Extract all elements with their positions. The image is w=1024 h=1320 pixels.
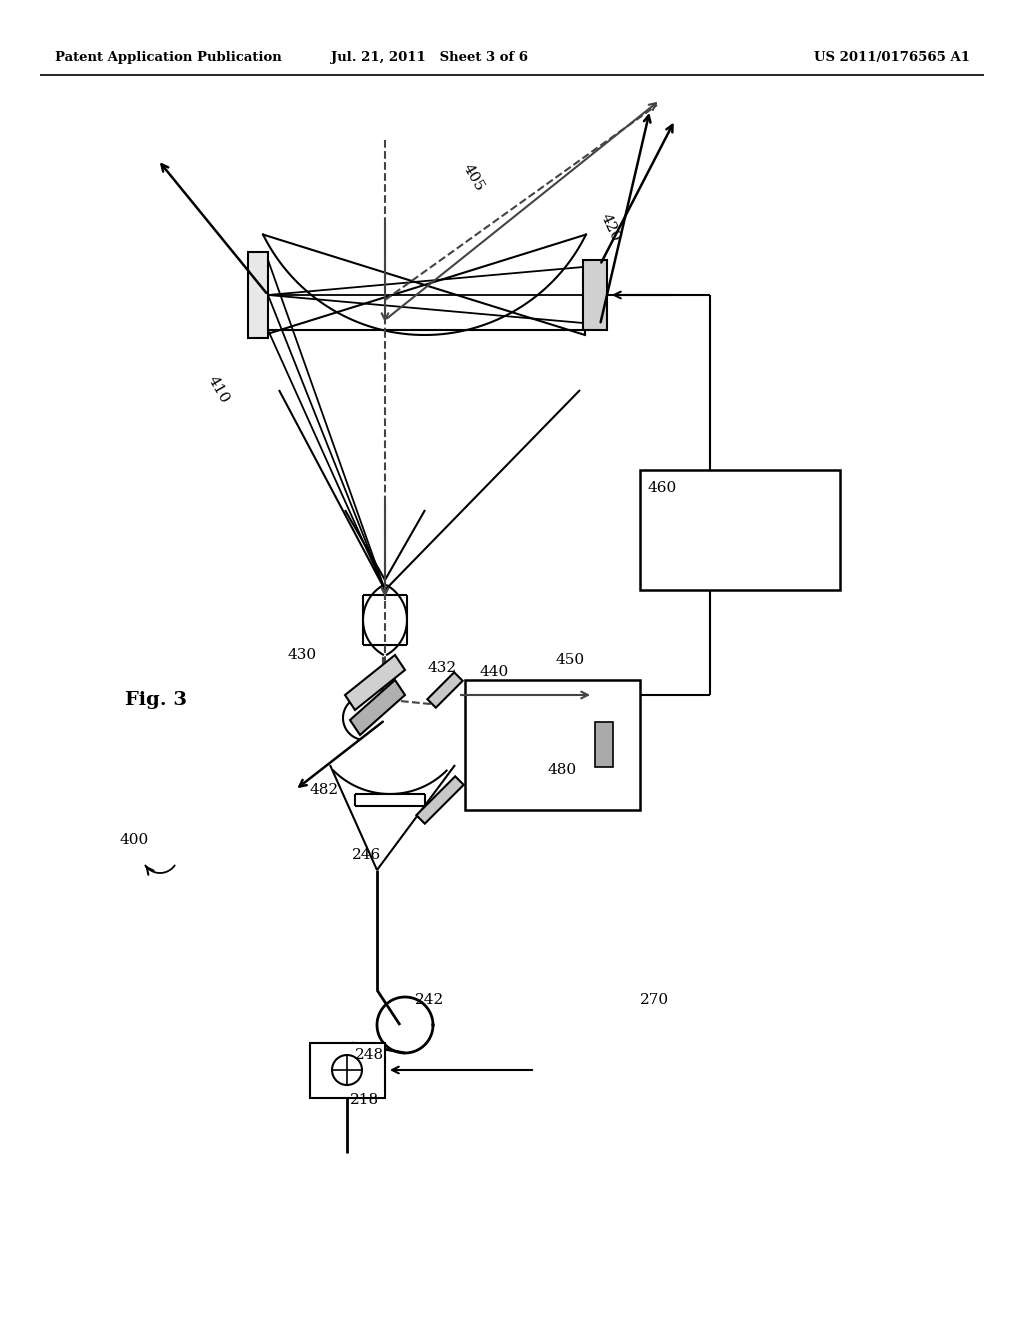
Text: Patent Application Publication: Patent Application Publication <box>55 51 282 65</box>
Polygon shape <box>417 776 464 824</box>
Text: Jul. 21, 2011   Sheet 3 of 6: Jul. 21, 2011 Sheet 3 of 6 <box>332 51 528 65</box>
Text: 450: 450 <box>555 653 584 667</box>
Text: 248: 248 <box>355 1048 384 1063</box>
Text: 480: 480 <box>548 763 578 777</box>
Text: 420: 420 <box>598 211 623 244</box>
Text: 246: 246 <box>352 847 381 862</box>
Bar <box>583 260 607 330</box>
Text: Fig. 3: Fig. 3 <box>125 690 187 709</box>
Text: 410: 410 <box>205 374 231 407</box>
Text: 432: 432 <box>428 661 457 675</box>
Text: 270: 270 <box>640 993 669 1007</box>
Text: 400: 400 <box>120 833 150 847</box>
Text: 242: 242 <box>415 993 444 1007</box>
Polygon shape <box>350 680 406 735</box>
Polygon shape <box>345 655 406 710</box>
Text: 430: 430 <box>288 648 317 663</box>
Bar <box>595 722 613 767</box>
Text: 460: 460 <box>647 480 676 495</box>
Bar <box>310 1043 385 1098</box>
Text: 218: 218 <box>350 1093 379 1107</box>
Bar <box>640 470 840 590</box>
Polygon shape <box>427 672 463 708</box>
Text: 405: 405 <box>460 162 486 194</box>
Text: US 2011/0176565 A1: US 2011/0176565 A1 <box>814 51 970 65</box>
Bar <box>465 680 640 810</box>
Text: 440: 440 <box>480 665 509 678</box>
Bar <box>248 252 268 338</box>
Text: 482: 482 <box>310 783 339 797</box>
